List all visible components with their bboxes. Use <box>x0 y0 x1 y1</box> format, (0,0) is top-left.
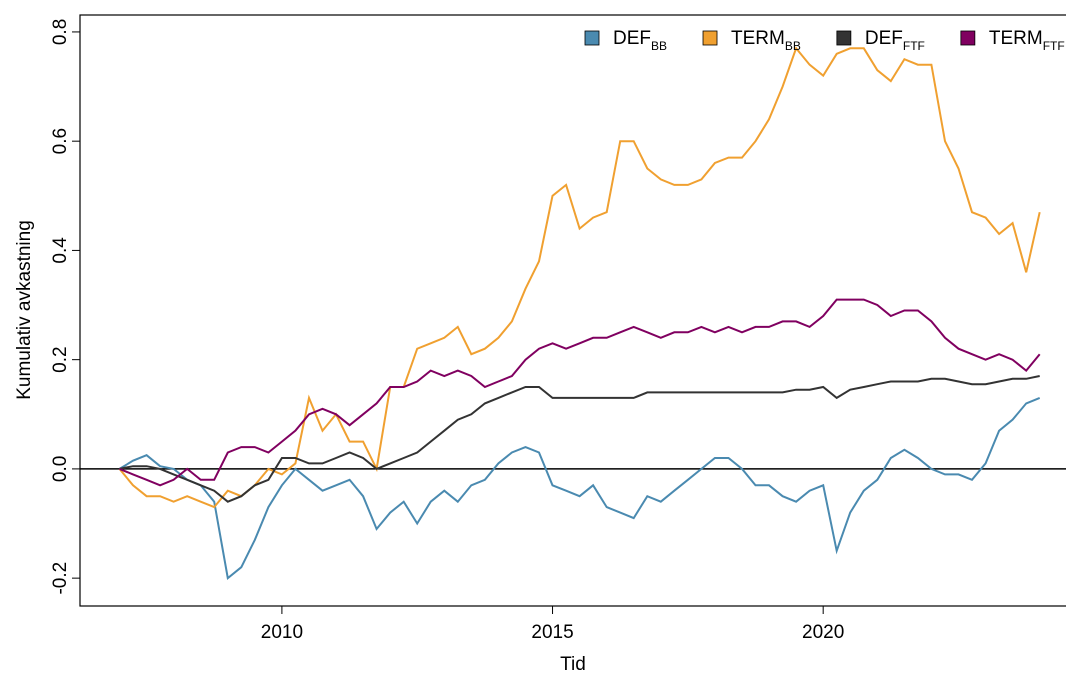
legend-subscript: BB <box>785 39 801 53</box>
y-tick-label: 0.0 <box>50 456 71 482</box>
plot-frame <box>79 14 1066 607</box>
y-tick-label: -0.2 <box>50 562 71 595</box>
series-line <box>119 298 1041 487</box>
legend-subscript: FTF <box>903 39 925 53</box>
legend-name: TERM <box>989 28 1043 49</box>
y-tick-label: 0.2 <box>50 346 71 372</box>
legend-label: TERMFTF <box>989 28 1065 53</box>
legend-name: TERM <box>731 28 785 49</box>
series-line <box>118 396 1041 580</box>
y-tick-label: 0.8 <box>50 19 71 45</box>
x-tick-label: 2020 <box>802 622 844 643</box>
legend-swatch <box>702 30 718 46</box>
series-line <box>119 375 1040 503</box>
x-tick-label: 2010 <box>261 622 303 643</box>
x-tick-label: 2015 <box>531 622 573 643</box>
y-tick-label: 0.6 <box>50 128 71 154</box>
legend-name: DEF <box>613 28 651 49</box>
x-axis-label: Tid <box>560 654 586 675</box>
legend-swatch <box>836 30 852 46</box>
legend-subscript: FTF <box>1043 39 1065 53</box>
legend-swatch <box>960 30 976 46</box>
legend-name: DEF <box>865 28 903 49</box>
legend-label: TERMBB <box>731 28 801 53</box>
legend-label: DEFFTF <box>865 28 925 53</box>
y-axis-label: Kumulativ avkastning <box>14 220 35 400</box>
legend-label: DEFBB <box>613 28 667 53</box>
series-line <box>118 46 1041 509</box>
legend-swatch <box>584 30 600 46</box>
y-tick-label: 0.4 <box>50 237 71 264</box>
legend-subscript: BB <box>651 39 667 53</box>
